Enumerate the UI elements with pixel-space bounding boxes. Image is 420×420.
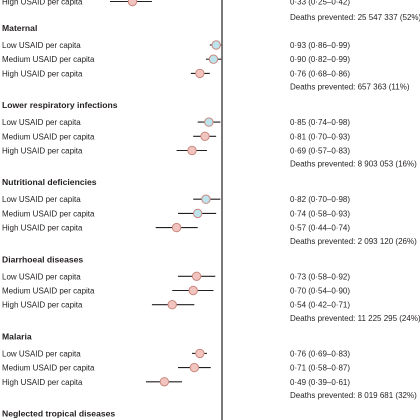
point-estimate-marker <box>208 54 219 64</box>
point-estimate-marker <box>204 117 214 127</box>
point-estimate-marker <box>187 145 197 156</box>
point-estimate-marker <box>195 348 205 359</box>
row-label: High USAID per capita <box>2 69 83 78</box>
point-estimate-marker <box>188 285 198 296</box>
forest-row: Medium USAID per capita 0·70 (0·54–0·90) <box>2 285 350 296</box>
point-estimate-marker <box>171 222 182 233</box>
forest-row: High USAID per capita 0·33 (0·25–0·42) <box>2 0 350 7</box>
forest-row: High USAID per capita 0·49 (0·39–0·61) <box>2 377 350 387</box>
section-title: Maternal <box>2 23 37 33</box>
row-label: Medium USAID per capita <box>2 209 95 218</box>
deaths-prevented-label: Deaths prevented: 8 903 053 (16%) <box>290 160 417 169</box>
ci-value-label: 0·49 (0·39–0·61) <box>290 378 350 387</box>
forest-row: Medium USAID per capita 0·71 (0·58–0·87) <box>2 362 350 373</box>
forest-row: Medium USAID per capita 0·81 (0·70–0·93) <box>2 131 350 142</box>
forest-row: Medium USAID per capita 0·90 (0·82–0·99) <box>2 54 350 64</box>
row-label: Medium USAID per capita <box>2 364 95 373</box>
point-estimate-marker <box>195 68 205 79</box>
row-label: Low USAID per capita <box>2 118 81 127</box>
row-label: High USAID per capita <box>2 0 83 7</box>
ci-value-label: 0·69 (0·57–0·83) <box>290 147 350 156</box>
ci-value-label: 0·93 (0·86–0·99) <box>290 41 350 50</box>
point-estimate-marker <box>201 194 211 204</box>
forest-row: Low USAID per capita 0·76 (0·69–0·83) <box>2 348 350 359</box>
ci-value-label: 0·57 (0·44–0·74) <box>290 224 350 233</box>
ci-value-label: 0·76 (0·69–0·83) <box>290 349 350 358</box>
row-label: Low USAID per capita <box>2 195 81 204</box>
row-label: High USAID per capita <box>2 301 83 310</box>
forest-row: Low USAID per capita 0·93 (0·86–0·99) <box>2 40 350 50</box>
forest-row: Medium USAID per capita 0·74 (0·58–0·93) <box>2 208 350 219</box>
section-title: Lower respiratory infections <box>2 100 118 110</box>
ci-value-label: 0·82 (0·70–0·98) <box>290 195 350 204</box>
ci-value-label: 0·85 (0·74–0·98) <box>290 118 350 127</box>
ci-value-label: 0·81 (0·70–0·93) <box>290 132 350 141</box>
ci-value-label: 0·90 (0·82–0·99) <box>290 55 350 64</box>
row-label: Low USAID per capita <box>2 272 81 281</box>
forest-row: Low USAID per capita 0·85 (0·74–0·98) <box>2 117 350 127</box>
point-estimate-marker <box>200 131 210 142</box>
ci-value-label: 0·73 (0·58–0·92) <box>290 272 350 281</box>
point-estimate-marker <box>192 208 203 219</box>
ci-value-label: 0·71 (0·58–0·87) <box>290 364 350 373</box>
row-label: Medium USAID per capita <box>2 132 95 141</box>
section-title: Diarrhoeal diseases <box>2 254 83 264</box>
deaths-prevented-label: Deaths prevented: 2 093 120 (26%) <box>290 237 417 246</box>
row-label: High USAID per capita <box>2 224 83 233</box>
forest-row: High USAID per capita 0·57 (0·44–0·74) <box>2 222 350 233</box>
forest-row: High USAID per capita 0·54 (0·42–0·71) <box>2 300 350 310</box>
point-estimate-marker <box>167 300 177 310</box>
row-label: Medium USAID per capita <box>2 287 95 296</box>
row-label: Low USAID per capita <box>2 349 81 358</box>
deaths-prevented-label: Deaths prevented: 657 363 (11%) <box>290 83 410 92</box>
section-title: Nutritional deficiencies <box>2 177 97 187</box>
ci-value-label: 0·54 (0·42–0·71) <box>290 301 350 310</box>
section-title: Neglected tropical diseases <box>2 409 115 419</box>
row-label: Low USAID per capita <box>2 41 81 50</box>
forest-row: Low USAID per capita 0·82 (0·70–0·98) <box>2 194 350 204</box>
ci-value-label: 0·76 (0·68–0·86) <box>290 69 350 78</box>
forest-row: High USAID per capita 0·69 (0·57–0·83) <box>2 145 350 156</box>
ci-value-label: 0·70 (0·54–0·90) <box>290 287 350 296</box>
deaths-prevented-label: Deaths prevented: 8 019 681 (32%) <box>290 391 417 400</box>
point-estimate-marker <box>211 40 221 50</box>
point-estimate-marker <box>159 377 170 387</box>
forest-row: High USAID per capita 0·76 (0·68–0·86) <box>2 68 350 79</box>
section-title: Malaria <box>2 331 32 341</box>
deaths-prevented-label: Deaths prevented: 25 547 337 (52%) <box>290 13 420 22</box>
deaths-prevented-label: Deaths prevented: 11 225 295 (24%) <box>290 314 420 323</box>
ci-value-label: 0·33 (0·25–0·42) <box>290 0 350 7</box>
point-estimate-marker <box>189 362 200 373</box>
row-label: Medium USAID per capita <box>2 55 95 64</box>
forest-row: Low USAID per capita 0·73 (0·58–0·92) <box>2 271 350 281</box>
point-estimate-marker <box>191 271 202 281</box>
row-label: High USAID per capita <box>2 147 83 156</box>
ci-value-label: 0·74 (0·58–0·93) <box>290 209 350 218</box>
row-label: High USAID per capita <box>2 378 83 387</box>
point-estimate-marker <box>127 0 138 7</box>
